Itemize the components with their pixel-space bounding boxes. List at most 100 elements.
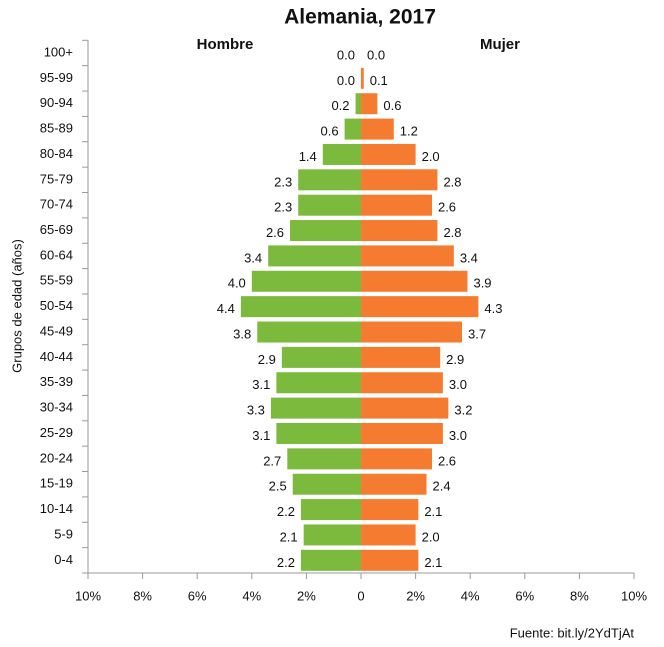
data-label: 2.9	[446, 352, 464, 367]
data-label: 2.1	[424, 504, 442, 519]
data-label: 2.8	[443, 225, 461, 240]
bar	[361, 194, 432, 216]
data-label: 2.3	[274, 174, 292, 189]
y-tick-label: 100+	[44, 44, 73, 59]
bar	[361, 346, 441, 368]
bar	[361, 93, 378, 115]
y-tick-label: 45-49	[40, 323, 73, 338]
data-label: 0.0	[367, 47, 385, 62]
data-label: 2.0	[422, 149, 440, 164]
bar	[361, 397, 449, 419]
data-label: 4.4	[217, 301, 235, 316]
bar	[361, 296, 479, 318]
bar	[361, 422, 443, 444]
data-label: 2.1	[280, 529, 298, 544]
bar	[303, 524, 361, 546]
data-label: 2.6	[266, 225, 284, 240]
data-label: 2.9	[258, 352, 276, 367]
x-tick-label: 6%	[515, 588, 534, 603]
data-label: 0.6	[321, 124, 339, 139]
data-label: 0.6	[383, 98, 401, 113]
bar	[355, 93, 361, 115]
data-label: 3.2	[454, 403, 472, 418]
data-label: 2.6	[438, 453, 456, 468]
data-label: 2.7	[263, 453, 281, 468]
bar	[251, 270, 361, 292]
y-tick-label: 25-29	[40, 425, 73, 440]
x-tick-label: 10%	[621, 588, 647, 603]
bar	[361, 169, 438, 191]
y-tick-label: 95-99	[40, 70, 73, 85]
x-tick-label: 2%	[297, 588, 316, 603]
data-label: 2.3	[274, 200, 292, 215]
bar	[270, 397, 361, 419]
bar	[298, 194, 361, 216]
x-tick-label: 8%	[133, 588, 152, 603]
y-tick-label: 75-79	[40, 171, 73, 186]
data-label: 3.7	[468, 326, 486, 341]
y-tick-label: 0-4	[54, 552, 73, 567]
y-tick-label: 65-69	[40, 222, 73, 237]
bar	[300, 499, 361, 521]
data-label: 4.0	[228, 276, 246, 291]
y-tick-label: 50-54	[40, 298, 73, 313]
data-label: 3.3	[247, 403, 265, 418]
bar	[361, 245, 454, 267]
bar	[240, 296, 361, 318]
data-label: 2.6	[438, 200, 456, 215]
bar	[281, 346, 361, 368]
data-label: 2.4	[433, 479, 451, 494]
data-label: 3.1	[252, 428, 270, 443]
bar	[361, 118, 394, 140]
data-label: 2.1	[424, 555, 442, 570]
y-tick-label: 80-84	[40, 146, 73, 161]
data-label: 0.0	[337, 47, 355, 62]
bar	[268, 245, 361, 267]
y-tick-label: 60-64	[40, 247, 73, 262]
bar	[361, 499, 419, 521]
bar	[361, 143, 416, 165]
data-label: 0.1	[370, 73, 388, 88]
bar	[298, 169, 361, 191]
y-tick-label: 15-19	[40, 476, 73, 491]
y-tick-label: 5-9	[54, 526, 73, 541]
bar	[361, 321, 463, 343]
y-tick-label: 30-34	[40, 400, 73, 415]
y-axis-label: Grupos de edad (años)	[9, 239, 24, 373]
bar	[361, 372, 443, 394]
chart-title: Alemania, 2017	[284, 6, 436, 29]
x-tick-label: 6%	[188, 588, 207, 603]
x-tick-label: 0	[357, 588, 364, 603]
data-label: 3.4	[460, 250, 478, 265]
y-tick-label: 85-89	[40, 121, 73, 136]
x-tick-label: 2%	[406, 588, 425, 603]
legend-entry: Hombre	[197, 36, 254, 53]
data-label: 4.3	[484, 301, 502, 316]
bar	[322, 143, 361, 165]
y-tick-label: 40-44	[40, 349, 73, 364]
bar	[361, 549, 419, 571]
bar	[361, 473, 427, 495]
bar	[287, 448, 361, 470]
bar	[361, 524, 416, 546]
data-label: 3.0	[449, 428, 467, 443]
data-label: 2.0	[422, 529, 440, 544]
x-tick-label: 4%	[242, 588, 261, 603]
data-label: 3.8	[233, 326, 251, 341]
data-label: 2.5	[269, 479, 287, 494]
data-label: 0.0	[337, 73, 355, 88]
x-tick-label: 8%	[570, 588, 589, 603]
x-tick-label: 10%	[75, 588, 101, 603]
y-tick-label: 70-74	[40, 197, 73, 212]
y-tick-label: 35-39	[40, 374, 73, 389]
data-label: 3.9	[473, 276, 491, 291]
y-tick-label: 10-14	[40, 501, 73, 516]
bar	[300, 549, 361, 571]
bar	[361, 67, 364, 89]
data-label: 1.4	[299, 149, 317, 164]
bar	[276, 372, 361, 394]
data-label: 2.2	[277, 555, 295, 570]
bar	[290, 220, 361, 242]
data-label: 3.4	[244, 250, 262, 265]
